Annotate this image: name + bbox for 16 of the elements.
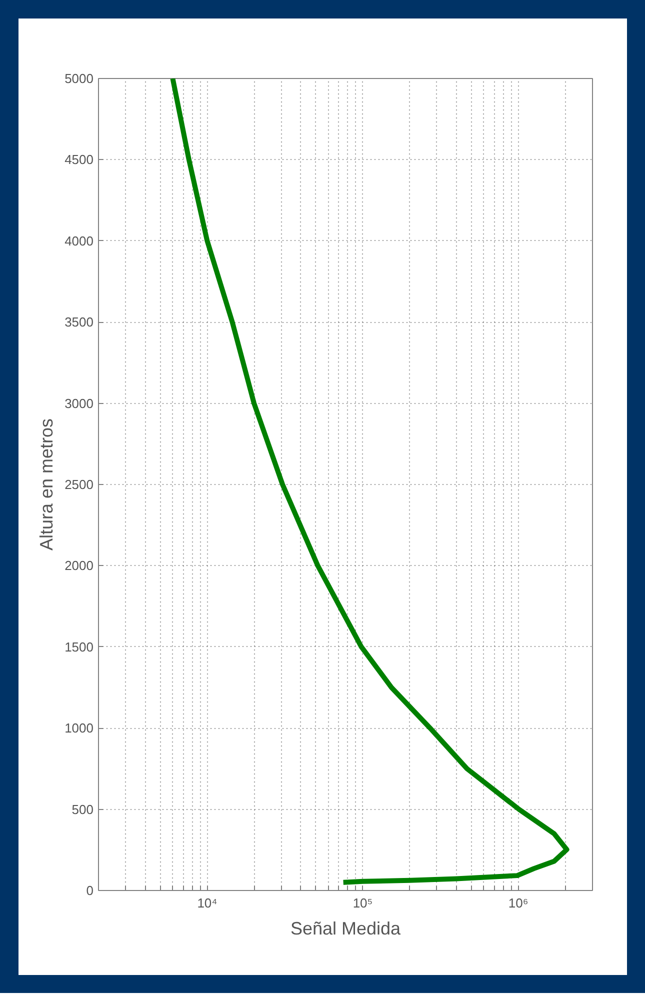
y-tick-label: 3500 [64, 314, 94, 330]
y-tick-label: 3000 [64, 396, 94, 411]
y-tick-label: 2000 [64, 558, 94, 574]
y-tick-label: 1000 [64, 720, 94, 736]
y-tick-label: 2500 [64, 477, 94, 492]
x-tick-label: 10⁴ [197, 896, 218, 910]
x-tick-label: 10⁶ [508, 896, 528, 910]
x-tick-label: 10⁵ [352, 896, 373, 910]
y-tick-label: 5000 [64, 71, 94, 86]
y-tick-label: 1500 [64, 639, 94, 654]
y-tick-label: 4500 [64, 152, 94, 168]
y-tick-label: 500 [72, 802, 94, 817]
x-axis-title: Señal Medida [290, 918, 402, 938]
y-axis-title: Altura en metros [36, 418, 57, 551]
y-tick-label: 0 [86, 883, 94, 898]
y-tick-label: 4000 [64, 233, 94, 248]
